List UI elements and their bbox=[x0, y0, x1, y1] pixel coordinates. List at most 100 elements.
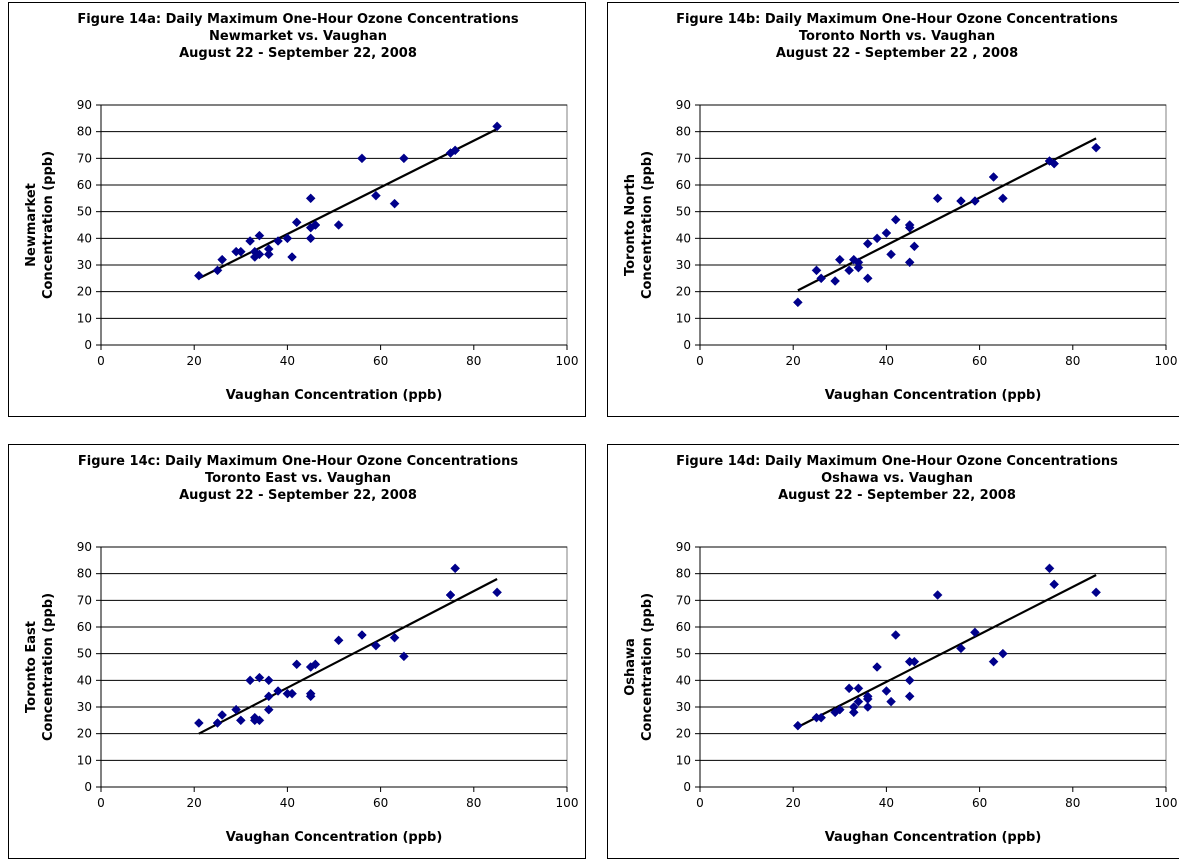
trendline bbox=[797, 574, 1097, 728]
y-tick-label: 0 bbox=[84, 780, 92, 794]
x-tick-label: 0 bbox=[696, 354, 704, 368]
x-tick-label: 20 bbox=[786, 354, 801, 368]
chart-panel-14b: Figure 14b: Daily Maximum One-Hour Ozone… bbox=[607, 2, 1179, 417]
data-point bbox=[231, 704, 241, 715]
x-tick-label: 60 bbox=[373, 796, 388, 810]
x-tick-label: 80 bbox=[466, 354, 481, 368]
data-point bbox=[291, 659, 302, 670]
y-axis-title-line-2: Concentration (ppb) bbox=[640, 151, 655, 299]
y-tick-label: 60 bbox=[77, 620, 92, 634]
data-point bbox=[263, 704, 274, 715]
trendline bbox=[797, 137, 1097, 292]
data-point bbox=[305, 233, 316, 244]
data-point bbox=[291, 217, 302, 228]
y-tick-label: 30 bbox=[77, 258, 92, 272]
data-point bbox=[254, 249, 265, 260]
y-tick-label: 20 bbox=[676, 285, 691, 299]
x-tick-label: 0 bbox=[97, 354, 105, 368]
x-axis-title: Vaughan Concentration (ppb) bbox=[226, 830, 443, 845]
y-tick-label: 80 bbox=[676, 125, 691, 139]
x-tick-label: 100 bbox=[556, 354, 579, 368]
data-point bbox=[492, 121, 502, 132]
data-point bbox=[282, 233, 293, 244]
chart-title-line-2: Newmarket vs. Vaughan bbox=[209, 29, 387, 44]
data-point bbox=[909, 241, 920, 252]
data-point bbox=[450, 145, 461, 156]
y-tick-label: 40 bbox=[77, 673, 92, 687]
chart-panel-14d: Figure 14d: Daily Maximum One-Hour Ozone… bbox=[607, 444, 1179, 859]
y-axis-title-line-2: Concentration (ppb) bbox=[640, 593, 655, 741]
y-tick-label: 30 bbox=[77, 700, 92, 714]
chart-title-line-3: August 22 - September 22 , 2008 bbox=[776, 46, 1018, 61]
chart-title-line-2: Toronto North vs. Vaughan bbox=[799, 29, 995, 44]
data-point bbox=[904, 257, 915, 268]
data-point bbox=[886, 696, 896, 707]
data-point bbox=[263, 249, 274, 260]
chart-title-line-1: Figure 14b: Daily Maximum One-Hour Ozone… bbox=[676, 12, 1118, 27]
data-point bbox=[844, 683, 854, 694]
data-point bbox=[890, 630, 901, 640]
data-point bbox=[816, 712, 827, 723]
chart-title-line-3: August 22 - September 22, 2008 bbox=[179, 488, 417, 503]
y-tick-label: 70 bbox=[676, 593, 691, 607]
data-point bbox=[287, 252, 297, 262]
y-tick-label: 30 bbox=[676, 258, 691, 272]
data-point bbox=[844, 265, 854, 276]
data-point bbox=[862, 238, 873, 249]
plot-area bbox=[699, 104, 1167, 346]
trendline bbox=[198, 578, 498, 735]
chart-title-line-1: Figure 14a: Daily Maximum One-Hour Ozone… bbox=[77, 12, 519, 27]
data-point bbox=[445, 590, 456, 600]
data-point bbox=[399, 651, 409, 662]
x-tick-label: 0 bbox=[696, 796, 704, 810]
data-point bbox=[1091, 587, 1101, 598]
data-point bbox=[988, 656, 999, 667]
data-point bbox=[956, 196, 966, 206]
data-point bbox=[450, 563, 461, 574]
x-tick-label: 80 bbox=[1065, 354, 1080, 368]
data-point bbox=[872, 233, 882, 244]
x-axis-title: Vaughan Concentration (ppb) bbox=[825, 388, 1042, 403]
data-point bbox=[263, 691, 274, 702]
y-axis-title-line-1: Newmarket bbox=[24, 183, 39, 267]
data-point bbox=[371, 640, 381, 651]
data-point bbox=[872, 662, 882, 672]
data-point bbox=[254, 230, 265, 241]
x-tick-label: 60 bbox=[373, 354, 388, 368]
x-tick-label: 100 bbox=[556, 796, 579, 810]
y-tick-label: 50 bbox=[676, 647, 691, 661]
chart-title-line-2: Oshawa vs. Vaughan bbox=[821, 471, 973, 486]
x-tick-label: 100 bbox=[1155, 796, 1178, 810]
data-point bbox=[1049, 579, 1060, 590]
data-point bbox=[793, 297, 803, 308]
data-point bbox=[881, 228, 892, 238]
data-point bbox=[1049, 158, 1060, 169]
data-point bbox=[848, 702, 859, 712]
data-point bbox=[194, 718, 204, 728]
data-point bbox=[834, 254, 845, 265]
y-tick-label: 60 bbox=[676, 178, 691, 192]
y-tick-label: 80 bbox=[77, 567, 92, 581]
x-tick-label: 60 bbox=[972, 354, 987, 368]
data-point bbox=[998, 648, 1008, 659]
x-tick-label: 80 bbox=[1065, 796, 1080, 810]
data-point bbox=[862, 694, 873, 704]
data-point bbox=[1044, 563, 1055, 574]
data-point bbox=[305, 691, 316, 702]
y-tick-label: 10 bbox=[77, 311, 92, 325]
data-point bbox=[245, 675, 255, 686]
chart-panel-14a: Figure 14a: Daily Maximum One-Hour Ozone… bbox=[8, 2, 586, 417]
data-point bbox=[399, 153, 409, 164]
data-point bbox=[263, 675, 274, 686]
y-tick-label: 20 bbox=[77, 727, 92, 741]
data-point bbox=[389, 632, 400, 643]
data-point bbox=[853, 683, 864, 694]
x-tick-label: 40 bbox=[280, 796, 295, 810]
data-point bbox=[932, 590, 943, 600]
x-tick-label: 80 bbox=[466, 796, 481, 810]
data-point bbox=[389, 198, 400, 209]
data-point bbox=[217, 710, 228, 720]
data-point bbox=[310, 659, 321, 670]
chart-title-line-3: August 22 - September 22, 2008 bbox=[778, 488, 1016, 503]
x-axis-title: Vaughan Concentration (ppb) bbox=[825, 830, 1042, 845]
